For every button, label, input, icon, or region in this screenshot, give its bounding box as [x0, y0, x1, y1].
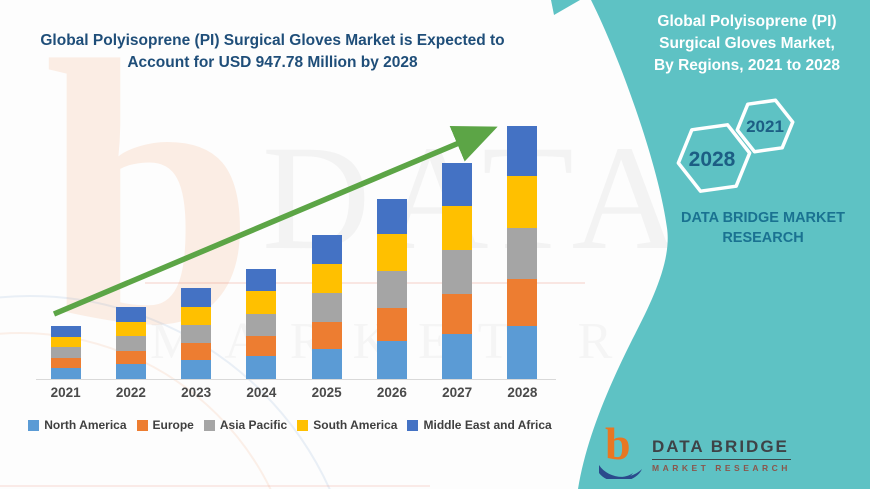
bar-segment [115, 321, 146, 337]
legend-item: Middle East and Africa [407, 418, 552, 432]
x-axis-label: 2027 [442, 385, 473, 400]
bar-segment [50, 326, 81, 337]
bar-segment [50, 347, 81, 359]
hexagon-2021-label: 2021 [746, 117, 784, 136]
legend-label: Asia Pacific [219, 418, 288, 432]
stacked-bar [507, 125, 538, 379]
bar-segment [246, 335, 277, 356]
x-axis-label: 2028 [507, 385, 538, 400]
data-bridge-logo: b DATA BRIDGE MARKET RESEARCH [596, 418, 791, 479]
legend-item: North America [28, 418, 127, 432]
bar-segment [311, 322, 342, 350]
legend-label: Middle East and Africa [423, 418, 552, 432]
logo-swoosh-shape2 [606, 473, 633, 479]
legend-swatch [297, 419, 309, 431]
bar-segment [181, 343, 212, 361]
legend-item: Europe [136, 418, 194, 432]
bar-segment [115, 364, 146, 379]
right-title-line1: Global Polyisoprene (PI) [657, 13, 837, 30]
bar-segment [442, 333, 473, 379]
brand-text: DATA BRIDGE MARKET RESEARCH [648, 209, 870, 248]
logo-b-glyph: b [605, 418, 631, 469]
brand-text-line1: DATA BRIDGE MARKET [680, 210, 846, 226]
x-axis-labels: 2021 2022 2023 2024 2025 2026 2027 2028 [33, 385, 555, 400]
bar-segment [311, 349, 342, 379]
legend-item: South America [297, 418, 397, 432]
bar-segment [115, 350, 146, 365]
chart-title-line2: Account for USD 947.78 Million by 2028 [127, 54, 418, 72]
bar-segment [246, 356, 277, 379]
bar-segment [376, 341, 407, 379]
legend-label: Europe [152, 418, 194, 432]
bar-segment [507, 228, 538, 279]
x-axis-label: 2022 [115, 385, 146, 400]
bar-segment [115, 336, 146, 351]
x-axis-label: 2026 [376, 385, 407, 400]
logo-title: DATA BRIDGE [652, 437, 791, 460]
legend-item: Asia Pacific [203, 418, 288, 432]
hexagon-2028-outline [676, 123, 752, 193]
teal-corner-wedge [551, 0, 580, 15]
bar-segment [507, 326, 538, 379]
right-panel-title: Global Polyisoprene (PI) Surgical Gloves… [630, 11, 864, 77]
watermark-line-bottom [0, 485, 430, 487]
stacked-bar [50, 326, 81, 379]
x-axis-line [36, 379, 556, 380]
logo-text: DATA BRIDGE MARKET RESEARCH [652, 429, 791, 473]
right-title-line2: Surgical Gloves Market, [659, 35, 835, 52]
hexagon-2021-badge [735, 98, 795, 154]
bar-segment [507, 125, 538, 177]
legend-swatch [136, 419, 148, 431]
brand-text-line2: RESEARCH [722, 229, 804, 246]
right-title-line3: By Regions, 2021 to 2028 [653, 57, 841, 74]
legend-swatch [407, 419, 419, 431]
logo-mark: b [596, 418, 644, 479]
bar-segment [50, 358, 81, 369]
logo-subtitle: MARKET RESEARCH [652, 463, 791, 473]
hexagon-2028-badge [676, 123, 752, 193]
bar-2028 [490, 124, 555, 379]
bar-segment [246, 313, 277, 336]
bar-segment [50, 368, 81, 379]
bar-segment [181, 360, 212, 379]
chart-legend: North America Europe Asia Pacific South Ame… [14, 418, 566, 432]
x-axis-label: 2025 [311, 385, 342, 400]
logo-swoosh-shape [599, 465, 642, 479]
bar-2021 [33, 124, 98, 379]
legend-swatch [203, 419, 215, 431]
x-axis-label: 2024 [246, 385, 277, 400]
hexagon-2021-outline [735, 98, 795, 154]
legend-label: North America [44, 418, 127, 432]
legend-swatch [28, 419, 40, 431]
bar-segment [507, 278, 538, 327]
legend-label: South America [313, 418, 398, 432]
x-axis-label: 2023 [181, 385, 212, 400]
chart-title-line1: Global Polyisoprene (PI) Surgical Gloves… [40, 32, 505, 49]
logo-swoosh-icon [599, 465, 642, 479]
bar-segment [181, 324, 212, 344]
hexagon-2028-label: 2028 [689, 148, 736, 171]
teal-panel-shape [578, 0, 870, 489]
bar-segment [507, 176, 538, 229]
bar-segment [50, 336, 81, 348]
x-axis-label: 2021 [50, 385, 81, 400]
chart-title: Global Polyisoprene (PI) Surgical Gloves… [35, 30, 510, 75]
